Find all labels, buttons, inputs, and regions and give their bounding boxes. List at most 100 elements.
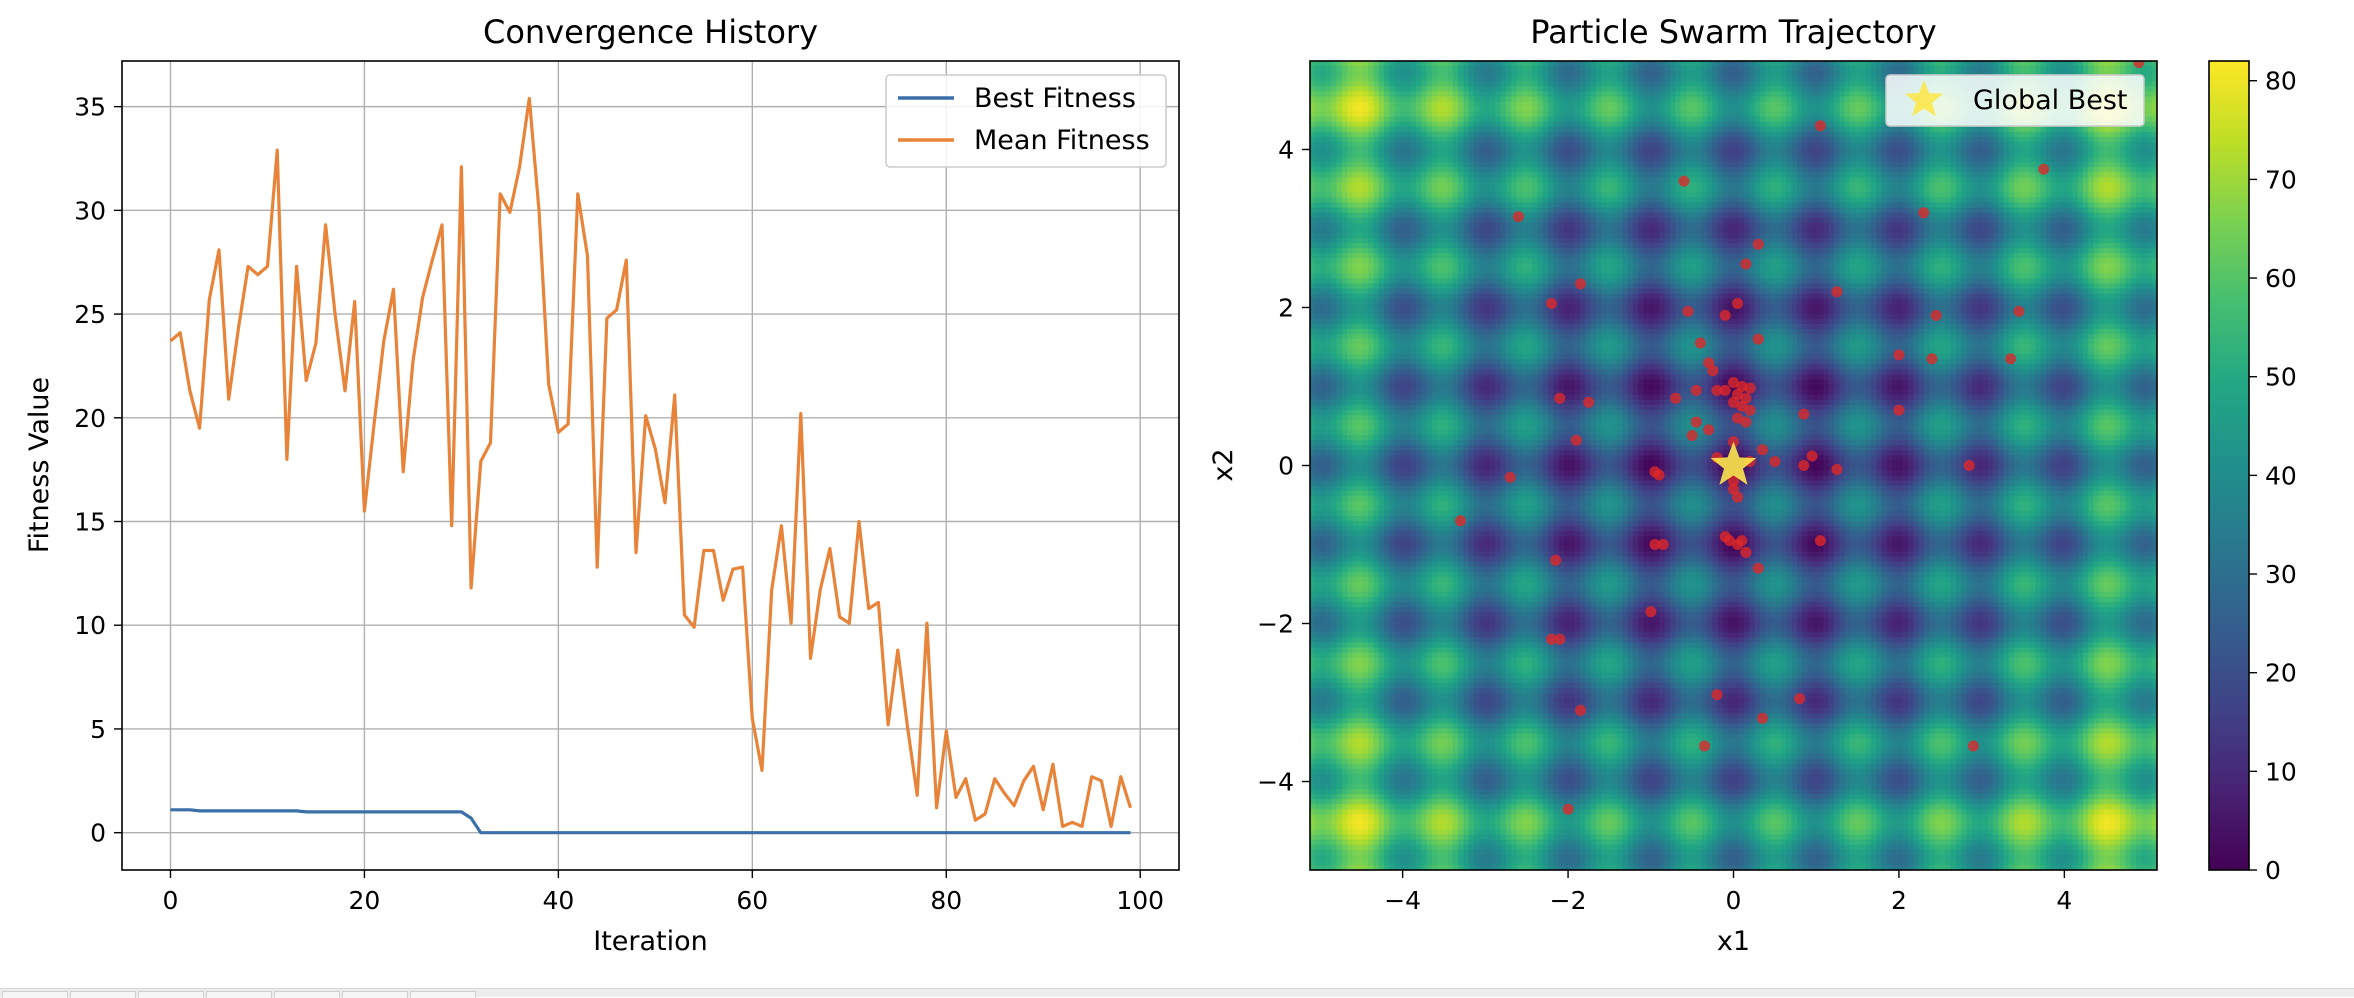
heatmap-cell	[1691, 91, 1697, 97]
heatmap-cell	[1723, 157, 1729, 163]
heatmap-cell	[1675, 203, 1681, 209]
heatmap-cell	[1887, 132, 1893, 138]
heatmap-cell	[1606, 61, 1612, 67]
heatmap-cell	[1347, 182, 1353, 188]
heatmap-cell	[2025, 187, 2031, 193]
heatmap-cell	[1336, 101, 1342, 107]
heatmap-cell	[1522, 177, 1528, 183]
heatmap-cell	[1628, 152, 1634, 158]
heatmap-cell	[1723, 213, 1729, 219]
heatmap-cell	[1818, 112, 1824, 118]
heatmap-cell	[1977, 137, 1983, 143]
heatmap-cell	[1464, 213, 1470, 219]
heatmap-cell	[1866, 127, 1872, 133]
heatmap-cell	[1453, 172, 1459, 178]
heatmap-cell	[1374, 71, 1380, 77]
heatmap-cell	[1829, 112, 1835, 118]
heatmap-cell	[1405, 162, 1411, 168]
heatmap-cell	[2072, 198, 2078, 204]
heatmap-cell	[1548, 152, 1554, 158]
heatmap-cell	[1617, 157, 1623, 163]
heatmap-cell	[1861, 91, 1867, 97]
heatmap-cell	[1315, 122, 1321, 128]
heatmap-cell	[1951, 198, 1957, 204]
heatmap-cell	[1469, 117, 1475, 123]
heatmap-cell	[1834, 142, 1840, 148]
heatmap-cell	[1638, 71, 1644, 77]
heatmap-cell	[1802, 101, 1808, 107]
heatmap-cell	[1670, 172, 1676, 178]
heatmap-cell	[1924, 182, 1930, 188]
heatmap-cell	[1649, 162, 1655, 168]
heatmap-cell	[2146, 76, 2152, 82]
heatmap-cell	[2056, 177, 2062, 183]
heatmap-cell	[1564, 152, 1570, 158]
heatmap-cell	[1622, 162, 1628, 168]
heatmap-cell	[1374, 112, 1380, 118]
heatmap-cell	[1591, 96, 1597, 102]
heatmap-cell	[1538, 147, 1544, 153]
heatmap-cell	[1702, 147, 1708, 153]
heatmap-cell	[1892, 213, 1898, 219]
heatmap-cell	[1548, 147, 1554, 153]
heatmap-cell	[1813, 198, 1819, 204]
heatmap-cell	[1416, 107, 1422, 113]
heatmap-cell	[1866, 101, 1872, 107]
heatmap-cell	[1771, 167, 1777, 173]
heatmap-cell	[1347, 117, 1353, 123]
heatmap-cell	[1739, 208, 1745, 214]
heatmap-cell	[1511, 147, 1517, 153]
heatmap-cell	[1426, 86, 1432, 92]
heatmap-cell	[1336, 187, 1342, 193]
heatmap-cell	[1792, 157, 1798, 163]
heatmap-cell	[1389, 192, 1395, 198]
heatmap-cell	[1707, 177, 1713, 183]
x-tick-label: 100	[1116, 886, 1164, 915]
heatmap-cell	[1368, 61, 1374, 67]
heatmap-cell	[1374, 117, 1380, 123]
heatmap-cell	[1781, 81, 1787, 87]
heatmap-cell	[1575, 127, 1581, 133]
heatmap-cell	[1861, 61, 1867, 67]
heatmap-cell	[1633, 81, 1639, 87]
heatmap-cell	[1411, 66, 1417, 72]
heatmap-cell	[1755, 203, 1761, 209]
heatmap-cell	[2056, 182, 2062, 188]
heatmap-cell	[1850, 76, 1856, 82]
heatmap-cell	[1940, 208, 1946, 214]
heatmap-cell	[1538, 117, 1544, 123]
heatmap-cell	[2051, 187, 2057, 193]
heatmap-cell	[1554, 91, 1560, 97]
heatmap-cell	[2072, 132, 2078, 138]
heatmap-cell	[1464, 96, 1470, 102]
heatmap-cell	[1887, 198, 1893, 204]
heatmap-cell	[1405, 203, 1411, 209]
heatmap-cell	[1940, 157, 1946, 163]
heatmap-cell	[1368, 198, 1374, 204]
heatmap-cell	[1887, 66, 1893, 72]
heatmap-cell	[1998, 177, 2004, 183]
heatmap-cell	[1617, 192, 1623, 198]
heatmap-cell	[1644, 101, 1650, 107]
heatmap-cell	[1601, 137, 1607, 143]
heatmap-cell	[2035, 177, 2041, 183]
heatmap-cell	[1945, 61, 1951, 67]
heatmap-cell	[1850, 112, 1856, 118]
heatmap-cell	[1548, 177, 1554, 183]
heatmap-cell	[2141, 162, 2147, 168]
heatmap-cell	[2120, 208, 2126, 214]
heatmap-cell	[1956, 182, 1962, 188]
heatmap-cell	[1543, 76, 1549, 82]
heatmap-cell	[1638, 167, 1644, 173]
heatmap-cell	[1321, 91, 1327, 97]
heatmap-cell	[1516, 152, 1522, 158]
heatmap-cell	[1665, 107, 1671, 113]
heatmap-cell	[1945, 187, 1951, 193]
heatmap-cell	[1723, 76, 1729, 82]
heatmap-cell	[1538, 187, 1544, 193]
heatmap-cell	[1691, 152, 1697, 158]
heatmap-cell	[1554, 86, 1560, 92]
heatmap-cell	[1363, 172, 1369, 178]
heatmap-cell	[1882, 177, 1888, 183]
heatmap-cell	[1781, 182, 1787, 188]
